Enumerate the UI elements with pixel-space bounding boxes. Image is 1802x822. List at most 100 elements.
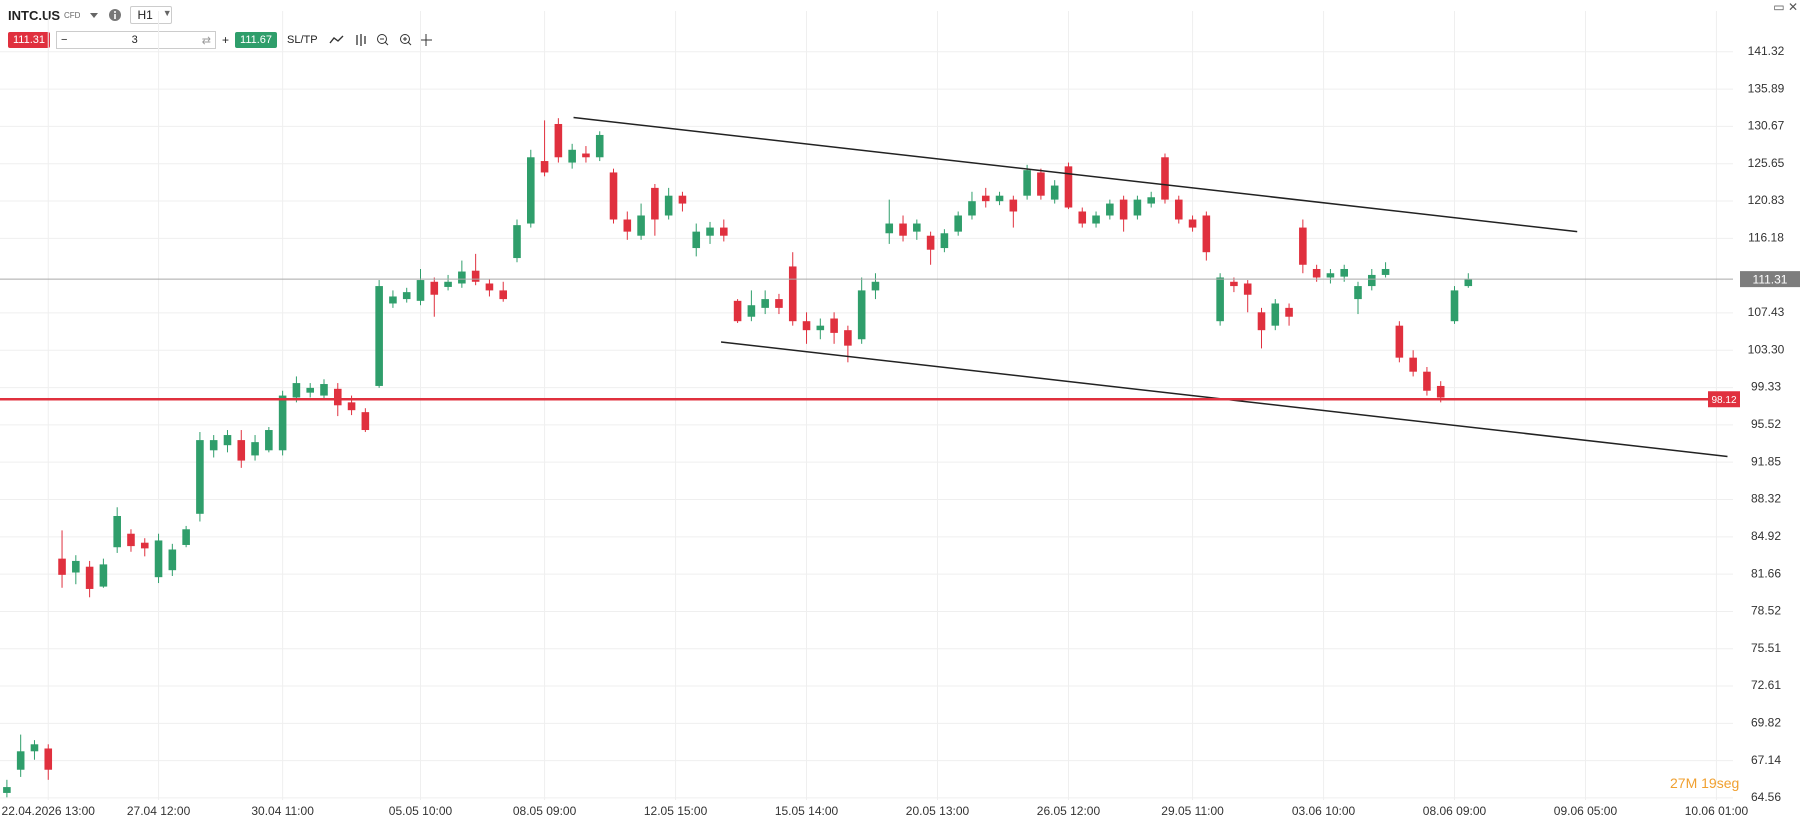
candle-body [375, 286, 383, 386]
candle-body [1381, 268, 1390, 275]
toolbar-row-1: INTC.US CFD H1 ▼ [8, 6, 173, 24]
candle-body [1106, 203, 1114, 216]
instrument-type: CFD [64, 10, 81, 20]
candle-body [857, 290, 866, 340]
candle-body [513, 225, 521, 259]
candle-body [733, 300, 742, 322]
minus[interactable]: − [61, 34, 68, 46]
y-tick-label: 67.14 [1751, 753, 1781, 767]
sell-button[interactable]: 111.31 [8, 32, 51, 48]
candle-body [1133, 199, 1142, 216]
candle-body [3, 787, 11, 793]
candle-body [113, 516, 121, 548]
candle-body [747, 305, 756, 317]
candle-body [678, 195, 687, 204]
timeframe-select[interactable]: H1 ▼ [130, 6, 173, 24]
price-label-box [1708, 391, 1740, 408]
candle-body [844, 330, 852, 346]
candle-body [499, 290, 508, 300]
y-tick-label: 130.67 [1748, 119, 1785, 133]
candle-body [540, 161, 549, 173]
candle-body [1395, 325, 1404, 358]
candle-body [1326, 273, 1335, 278]
candle-body [775, 299, 783, 308]
candle-body [568, 149, 576, 163]
y-tick-label: 72.61 [1751, 678, 1781, 692]
y-tick-label: 84.92 [1751, 529, 1781, 543]
y-tick-label: 125.65 [1748, 156, 1785, 170]
y-tick-label: 95.52 [1751, 417, 1781, 431]
sltp-button[interactable]: SL/TP [287, 34, 318, 46]
candle-body [981, 195, 990, 202]
candle-body [995, 195, 1004, 202]
swap[interactable]: ⇄ [201, 34, 212, 47]
candle-body [1161, 157, 1169, 200]
y-tick-label: 64.56 [1751, 790, 1781, 804]
symbol[interactable]: INTC.US [8, 7, 60, 23]
dropdown-icon[interactable] [88, 10, 100, 20]
x-tick-label: 03.06 10:00 [1292, 804, 1356, 818]
candle-body [485, 283, 494, 291]
candle-body [816, 325, 825, 331]
plus[interactable]: + [222, 33, 230, 47]
candle-body [885, 223, 894, 234]
candle-body [168, 549, 177, 571]
candle-body [637, 215, 645, 236]
candle-body [623, 219, 632, 232]
candle-body [1271, 303, 1280, 326]
y-tick-label: 81.66 [1751, 566, 1781, 580]
toolbar-row-2: 111.31 − 3 ⇄ + 111.67 SL/TP [8, 31, 434, 49]
candle-body [1340, 268, 1349, 277]
x-tick-label: 08.06 09:00 [1423, 804, 1487, 818]
candle-body [1064, 166, 1073, 208]
candle-body [1147, 197, 1155, 204]
candle-body [127, 533, 135, 547]
candle-body [926, 235, 935, 250]
y-tick-label: 88.32 [1751, 492, 1781, 506]
candle-body [609, 172, 618, 220]
candle-body [44, 748, 53, 770]
candle-body [320, 384, 328, 396]
candle-body [1119, 199, 1128, 220]
x-tick-label: 27.04 12:00 [127, 804, 191, 818]
candle-body [1367, 274, 1376, 287]
candle-body [1216, 277, 1224, 322]
candle-body [706, 227, 714, 236]
candle-body [761, 299, 769, 308]
info-icon[interactable] [108, 8, 122, 22]
candle-body [582, 153, 590, 158]
candle-body [1092, 215, 1100, 224]
chart-tools[interactable] [324, 32, 434, 48]
candle-body [830, 318, 838, 333]
candle-body [333, 388, 342, 406]
candle-body [899, 223, 907, 236]
candle-body [1450, 290, 1459, 322]
candle-body [1285, 307, 1293, 317]
y-tick-label: 91.85 [1751, 454, 1781, 468]
candle-body [306, 387, 314, 393]
buy-button[interactable]: 111.67 [235, 32, 278, 48]
y-tick-label: 78.52 [1751, 604, 1781, 618]
candle-body [913, 223, 921, 232]
volume-input[interactable]: − 3 ⇄ [56, 31, 217, 49]
price-label: 98.12 [1711, 395, 1736, 406]
x-tick-label: 12.05 15:00 [644, 804, 708, 818]
y-tick-label: 103.30 [1748, 342, 1785, 356]
window-controls[interactable]: ▭ ✕ [1773, 0, 1798, 14]
y-tick-label: 120.83 [1748, 193, 1785, 207]
grid [0, 11, 1733, 800]
candle-body [85, 566, 94, 589]
candle-body [251, 442, 259, 456]
y-tick-label: 141.32 [1748, 44, 1785, 58]
candle-body [265, 430, 273, 451]
candle-body [196, 440, 204, 514]
candle-body [1299, 227, 1307, 265]
candle-body [802, 321, 811, 331]
candle-body [1243, 283, 1252, 295]
candle-body [1050, 185, 1059, 200]
candle-body [1312, 268, 1321, 278]
candle-body [16, 751, 25, 770]
y-tick-label: 116.18 [1748, 231, 1784, 245]
